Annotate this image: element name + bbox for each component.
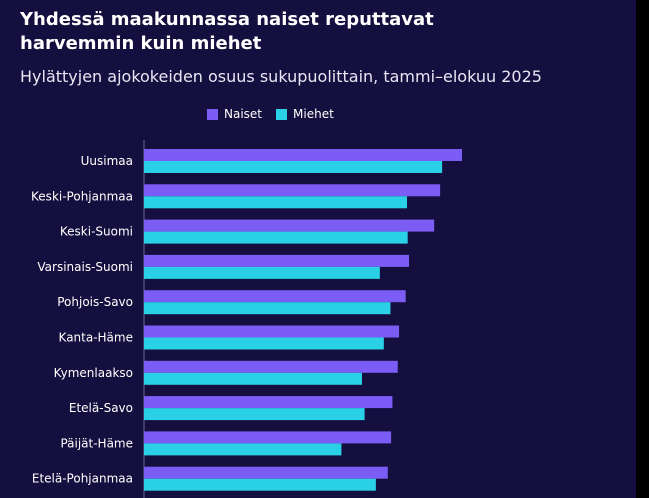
legend: Naiset Miehet (207, 107, 348, 121)
category-label: Etelä-Savo (69, 401, 133, 415)
bar-miehet (144, 478, 376, 491)
category-label: Keski-Pohjanmaa (31, 189, 133, 203)
bar-miehet (144, 302, 391, 315)
chart-card: Yhdessä maakunnassa naiset reputtavat ha… (0, 0, 636, 498)
bar-naiset (144, 219, 435, 232)
bar-miehet (144, 408, 365, 421)
bar-miehet (144, 337, 384, 350)
bar-miehet (144, 196, 408, 209)
bar-naiset (144, 325, 400, 338)
category-label: Varsinais-Suomi (37, 260, 133, 274)
legend-label-miehet: Miehet (293, 107, 334, 121)
bar-naiset (144, 431, 392, 444)
legend-item-naiset: Naiset (207, 107, 262, 121)
category-label: Keski-Suomi (60, 225, 133, 239)
legend-item-miehet: Miehet (276, 107, 334, 121)
bar-miehet (144, 266, 380, 279)
bar-naiset (144, 149, 462, 161)
bar-miehet (144, 372, 362, 385)
bar-naiset (144, 396, 393, 409)
category-label: Kanta-Häme (59, 331, 133, 345)
category-label: Uusimaa (81, 154, 133, 168)
category-label: Päijät-Häme (60, 436, 133, 450)
bar-naiset (144, 254, 409, 267)
bar-miehet (144, 443, 342, 456)
bar-naiset (144, 360, 398, 373)
legend-label-naiset: Naiset (224, 107, 263, 121)
bar-miehet (144, 161, 443, 173)
chart-subtitle: Hylättyjen ajokokeiden osuus sukupuolitt… (20, 67, 542, 86)
bar-miehet (144, 231, 408, 244)
bar-naiset (144, 466, 388, 479)
bar-naiset (144, 290, 406, 303)
category-label: Pohjois-Savo (57, 295, 133, 309)
legend-swatch-miehet (276, 108, 288, 120)
chart-title: Yhdessä maakunnassa naiset reputtavat ha… (20, 9, 434, 54)
bar-naiset (144, 184, 441, 197)
category-label: Kymenlaakso (54, 366, 133, 380)
category-label: Etelä-Pohjanmaa (32, 472, 133, 486)
bar-chart: Uusimaa Keski-Pohjanmaa Keski-Suomi Varsina… (31, 140, 462, 498)
legend-swatch-naiset (207, 108, 218, 120)
